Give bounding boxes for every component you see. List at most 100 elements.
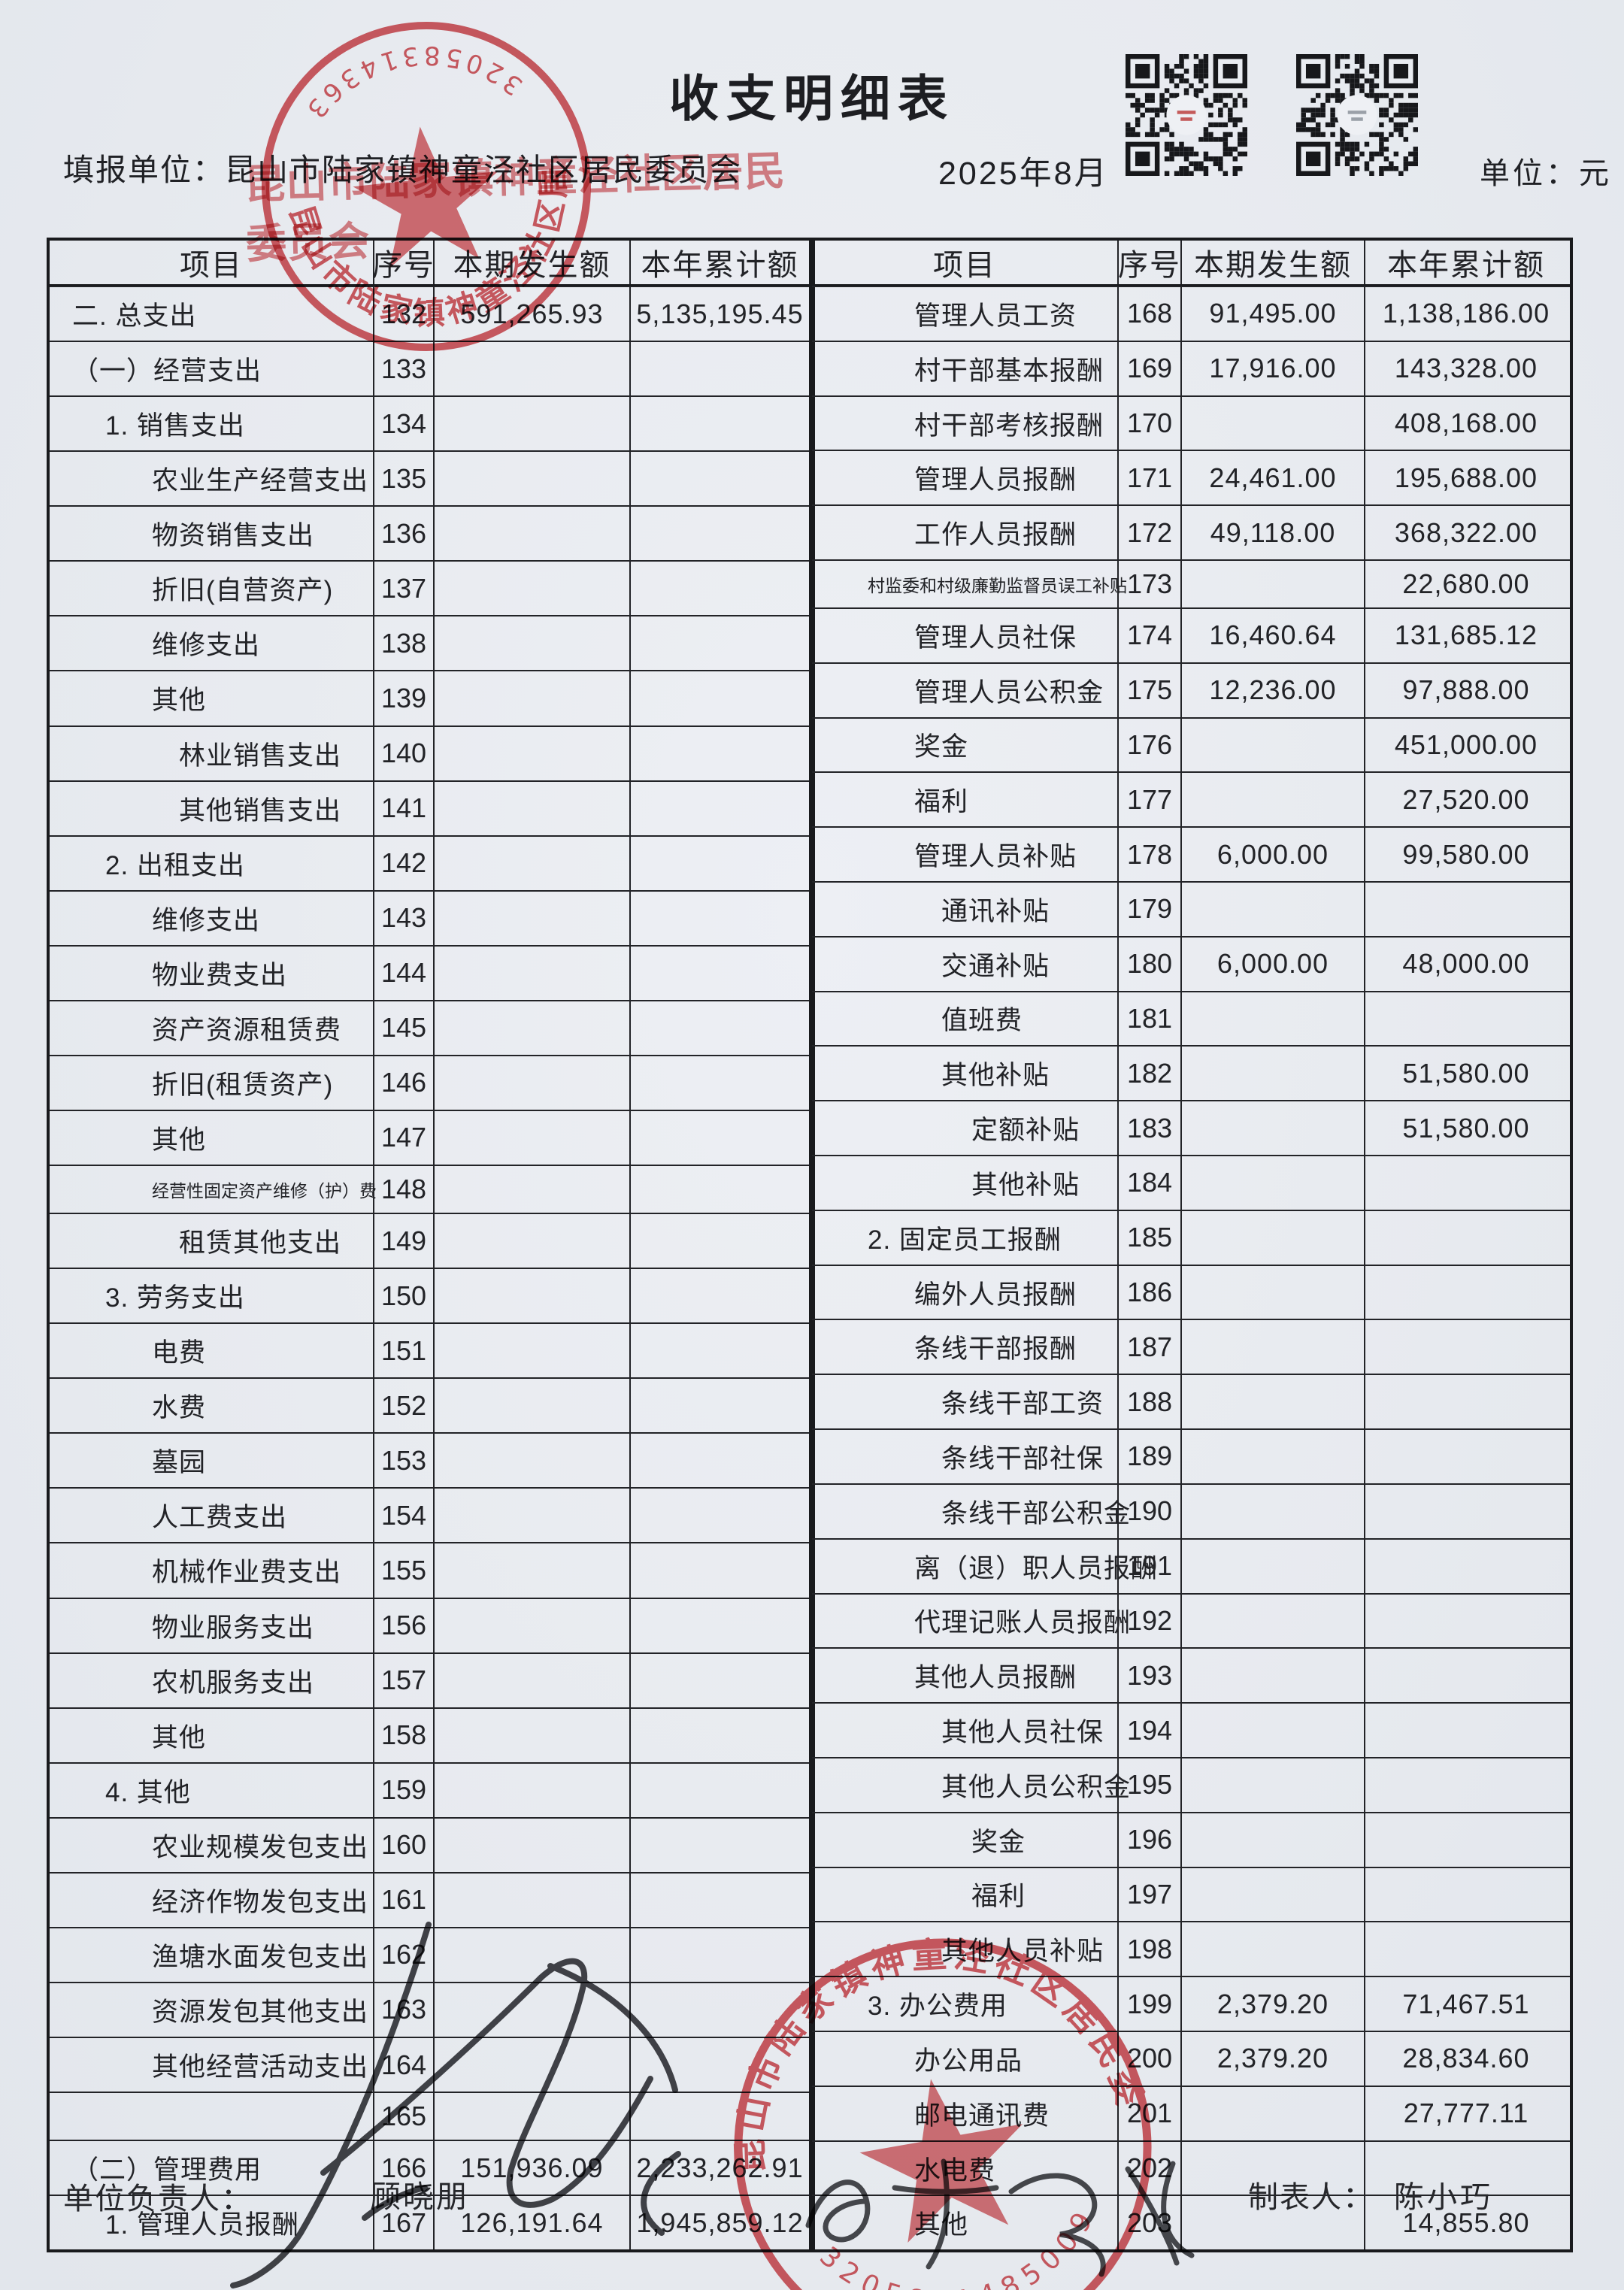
ytd-amount-cell xyxy=(629,1379,809,1433)
serial-cell: 173 xyxy=(1117,561,1180,607)
ytd-amount-cell xyxy=(629,2038,809,2092)
item-cell: 办公用品 xyxy=(914,2046,1023,2076)
current-amount-cell xyxy=(433,1056,629,1110)
serial-cell: 157 xyxy=(373,1653,433,1707)
table-row: 物资销售支出 136 xyxy=(50,505,812,561)
serial-cell: 159 xyxy=(373,1763,433,1817)
current-amount-cell: 49,118.00 xyxy=(1180,506,1364,560)
ytd-amount-cell xyxy=(629,342,809,396)
ytd-amount-cell: 451,000.00 xyxy=(1364,718,1567,772)
current-amount-cell: 12,236.00 xyxy=(1180,663,1364,717)
serial-cell: 181 xyxy=(1117,992,1180,1046)
serial-cell: 201 xyxy=(1117,2086,1180,2140)
serial-cell: 196 xyxy=(1117,1813,1180,1867)
current-amount-cell: 6,000.00 xyxy=(1180,937,1364,991)
table-row: 经营性固定资产维修（护）费 148 xyxy=(50,1165,812,1213)
current-amount-cell: 24,461.00 xyxy=(1180,451,1364,505)
serial-cell: 158 xyxy=(373,1708,433,1762)
item-cell: 维修支出 xyxy=(152,905,261,935)
current-amount-cell xyxy=(1180,561,1364,607)
serial-cell: 165 xyxy=(373,2093,433,2140)
table-row: 折旧(自营资产) 137 xyxy=(50,560,812,616)
ytd-amount-cell xyxy=(629,1598,809,1652)
serial-cell: 151 xyxy=(373,1324,433,1378)
table-row: 管理人员社保 174 16,460.64 131,685.12 xyxy=(812,607,1570,662)
ytd-amount-cell xyxy=(629,1269,809,1323)
table-row: 农机服务支出 157 xyxy=(50,1652,812,1707)
ytd-amount-cell xyxy=(629,616,809,671)
expense-table-right: 项目 序号 本期发生额 本年累计额 管理人员工资 168 91,495.00 1,13… xyxy=(809,238,1573,2252)
table-row: 交通补贴 180 6,000.00 48,000.00 xyxy=(812,935,1570,991)
current-amount-cell xyxy=(433,1110,629,1165)
current-amount-cell xyxy=(433,2038,629,2092)
current-amount-cell xyxy=(433,1001,629,1055)
item-cell: 农业生产经营支出 xyxy=(152,466,369,496)
item-cell: 农机服务支出 xyxy=(152,1668,315,1698)
serial-cell: 189 xyxy=(1117,1430,1180,1483)
table-row: 通讯补贴 179 xyxy=(812,880,1570,936)
current-amount-cell xyxy=(1180,1922,1364,1976)
table-row: 水费 152 xyxy=(50,1377,812,1433)
item-cell: 管理人员补贴 xyxy=(914,842,1077,872)
item-cell: 维修支出 xyxy=(152,631,261,661)
item-cell: 3. 办公费用 xyxy=(868,1992,1007,2022)
ytd-amount-cell xyxy=(1364,1704,1567,1757)
serial-cell: 144 xyxy=(373,946,433,1000)
table-row: 条线干部工资 188 xyxy=(812,1374,1570,1429)
current-amount-cell: 2,379.20 xyxy=(1180,1977,1364,2031)
item-cell: 渔塘水面发包支出 xyxy=(152,1942,369,1972)
item-cell: 资源发包其他支出 xyxy=(152,1997,369,2027)
current-amount-cell xyxy=(1180,1813,1364,1867)
table-row: 条线干部公积金 190 xyxy=(812,1483,1570,1538)
table-row: 管理人员工资 168 91,495.00 1,138,186.00 xyxy=(812,286,1570,341)
ytd-amount-cell xyxy=(1364,1430,1567,1483)
table-row: 村监委和村级廉勤监督员误工补贴 173 22,680.00 xyxy=(812,559,1570,607)
qr-code-right-icon xyxy=(1296,54,1418,176)
current-amount-cell: 2,379.20 xyxy=(1180,2032,1364,2086)
current-amount-cell xyxy=(1180,1867,1364,1922)
current-amount-cell xyxy=(433,2093,629,2140)
responsible-person-name: 顾晓朋 xyxy=(370,2179,469,2214)
serial-cell: 140 xyxy=(373,726,433,780)
item-cell: 通讯补贴 xyxy=(941,896,1050,926)
item-cell: 机械作业费支出 xyxy=(152,1558,342,1588)
item-cell: 其他人员报酬 xyxy=(914,1663,1077,1693)
table-row: 其他 147 xyxy=(50,1109,812,1165)
current-amount-cell xyxy=(433,1598,629,1652)
serial-cell: 170 xyxy=(1117,396,1180,450)
item-cell: 电费 xyxy=(152,1338,207,1368)
item-cell: 管理人员社保 xyxy=(914,622,1077,653)
table-row: 农业生产经营支出 135 xyxy=(50,450,812,506)
serial-cell: 132 xyxy=(373,287,433,341)
serial-cell: 136 xyxy=(373,507,433,561)
col-header-item: 项目 xyxy=(180,249,243,282)
col-header-item: 项目 xyxy=(933,249,996,282)
ytd-amount-cell xyxy=(1364,992,1567,1046)
item-cell: 管理人员公积金 xyxy=(914,677,1104,707)
table-row: 1. 销售支出 134 xyxy=(50,395,812,451)
item-cell: （一）经营支出 xyxy=(72,356,262,386)
item-cell: 其他人员公积金 xyxy=(941,1772,1132,1802)
current-amount-cell xyxy=(433,1379,629,1433)
serial-cell: 175 xyxy=(1117,663,1180,717)
ytd-amount-cell xyxy=(629,452,809,506)
ytd-amount-cell: 1,945,859.12 xyxy=(629,2196,809,2250)
current-amount-cell xyxy=(433,1653,629,1707)
ytd-amount-cell xyxy=(1364,1484,1567,1538)
current-amount-cell xyxy=(1180,1375,1364,1429)
table-row: 其他人员报酬 193 xyxy=(812,1647,1570,1703)
ytd-amount-cell xyxy=(629,507,809,561)
ytd-amount-cell xyxy=(629,891,809,945)
table-row: 福利 177 27,520.00 xyxy=(812,771,1570,827)
current-amount-cell xyxy=(433,1269,629,1323)
item-cell: 福利 xyxy=(971,1882,1026,1912)
current-amount-cell xyxy=(1180,1210,1364,1265)
current-amount-cell xyxy=(1180,2086,1364,2140)
ytd-amount-cell xyxy=(629,1653,809,1707)
ytd-amount-cell: 22,680.00 xyxy=(1364,561,1567,607)
serial-cell: 172 xyxy=(1117,506,1180,560)
table-row: 经济作物发包支出 161 xyxy=(50,1871,812,1927)
ytd-amount-cell: 71,467.51 xyxy=(1364,1977,1567,2031)
current-amount-cell xyxy=(1180,1704,1364,1757)
item-cell: 2. 固定员工报酬 xyxy=(868,1225,1062,1255)
